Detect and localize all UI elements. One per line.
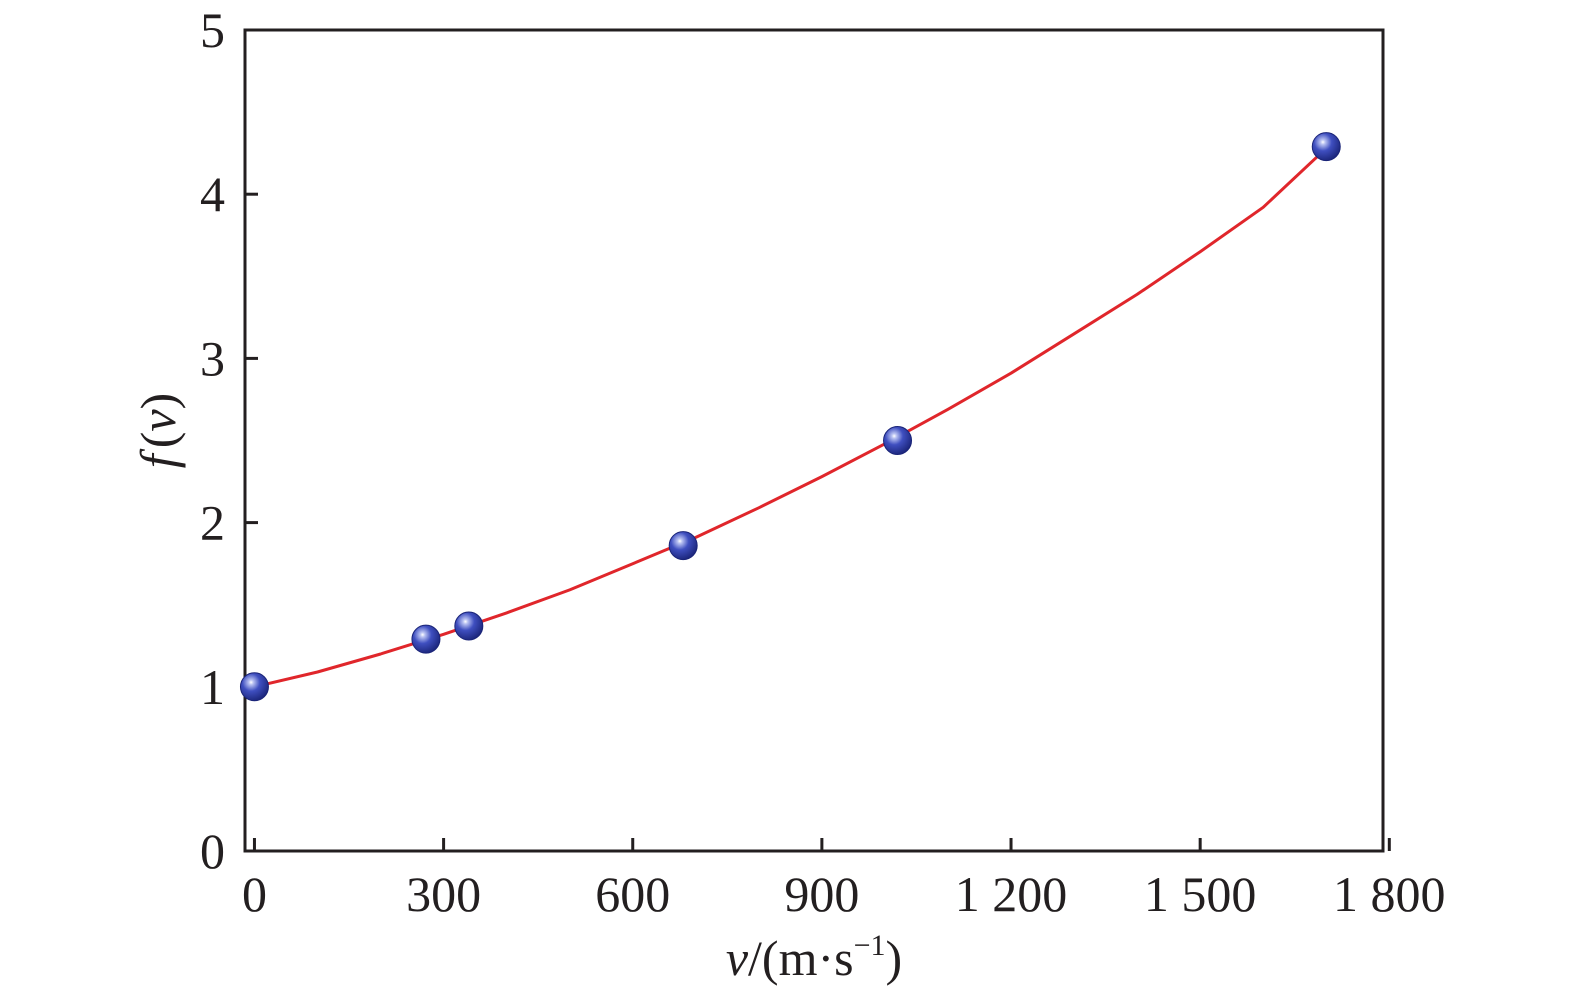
y-tick-label: 4 <box>200 166 225 222</box>
x-axis-var: v <box>726 930 749 986</box>
data-point <box>883 426 913 455</box>
data-point <box>411 624 441 654</box>
y-tick-label: 0 <box>200 823 225 879</box>
x-tick-label: 300 <box>406 866 481 922</box>
x-axis-unit: /(m·s <box>748 930 854 986</box>
y-axis-title: f(v) <box>130 393 186 468</box>
x-tick-label: 1 800 <box>1333 866 1446 922</box>
x-tick-label: 600 <box>595 866 670 922</box>
y-tick-label: 5 <box>200 2 225 58</box>
x-tick-label: 1 500 <box>1144 866 1257 922</box>
y-axis-func: f <box>130 448 186 468</box>
x-tick-label: 0 <box>242 866 267 922</box>
x-axis-unit-sup: −1 <box>854 929 886 962</box>
y-tick-label: 1 <box>200 659 225 715</box>
x-axis-unit-close: ) <box>886 930 903 986</box>
y-axis-var: v <box>130 409 186 432</box>
y-axis-close: ) <box>130 393 186 410</box>
x-tick-label: 1 200 <box>955 866 1068 922</box>
fit-curve <box>254 147 1328 689</box>
data-point <box>454 611 484 641</box>
data-point <box>1311 132 1341 162</box>
y-tick-label: 3 <box>200 330 225 386</box>
x-axis-title: v/(m·s−1) <box>726 929 902 986</box>
y-tick-label: 2 <box>200 495 225 551</box>
plot-frame <box>243 28 1385 853</box>
data-point <box>668 531 698 561</box>
y-axis-open: ( <box>130 432 186 449</box>
data-point <box>239 672 269 702</box>
x-tick-label: 900 <box>784 866 859 922</box>
